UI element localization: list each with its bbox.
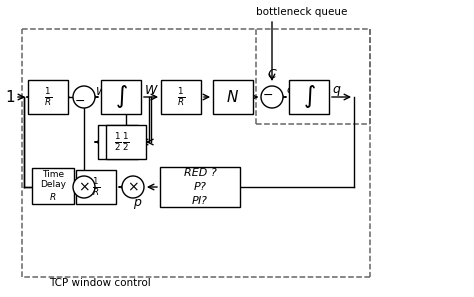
Text: $\frac{1}{R}$: $\frac{1}{R}$ [177, 86, 185, 108]
Bar [28, 80, 68, 114]
Bar [101, 80, 141, 114]
Text: $\dot{q}$: $\dot{q}$ [286, 82, 294, 98]
Text: $C$: $C$ [267, 67, 277, 80]
Circle shape [73, 176, 95, 198]
Text: $W$: $W$ [144, 83, 158, 97]
Bar [213, 80, 253, 114]
Text: $\dot{W}$: $\dot{W}$ [95, 82, 109, 98]
Bar [289, 80, 329, 114]
Text: $q$: $q$ [332, 84, 342, 98]
Text: $\int$: $\int$ [302, 83, 315, 110]
Bar [76, 170, 116, 204]
Text: RED ?
$P$?
$PI$?: RED ? $P$? $PI$? [183, 168, 216, 206]
Text: 1: 1 [5, 89, 15, 105]
Bar [161, 80, 201, 114]
Text: $-$: $-$ [263, 88, 273, 100]
Text: $p$: $p$ [133, 197, 143, 211]
Text: $\frac{1}{R}$: $\frac{1}{R}$ [92, 176, 100, 198]
Text: $\times$: $\times$ [127, 180, 139, 194]
Circle shape [261, 86, 283, 108]
Circle shape [122, 176, 144, 198]
Text: $\frac{1}{R}$: $\frac{1}{R}$ [44, 86, 52, 108]
Text: $\times$: $\times$ [78, 180, 90, 194]
Text: $-$: $-$ [74, 94, 86, 107]
Text: $\int$: $\int$ [115, 83, 128, 110]
Circle shape [73, 86, 95, 108]
Bar [32, 168, 74, 204]
Text: $\frac{1}{2}$: $\frac{1}{2}$ [114, 131, 122, 153]
Text: $N$: $N$ [227, 89, 239, 105]
Text: TCP window control: TCP window control [49, 278, 151, 288]
Bar [106, 125, 146, 159]
Bar [98, 125, 138, 159]
Text: $\frac{1}{2}$: $\frac{1}{2}$ [122, 131, 130, 153]
Text: bottleneck queue: bottleneck queue [256, 7, 348, 17]
Bar [160, 167, 240, 207]
Text: Time
Delay
$R$: Time Delay $R$ [40, 170, 66, 202]
